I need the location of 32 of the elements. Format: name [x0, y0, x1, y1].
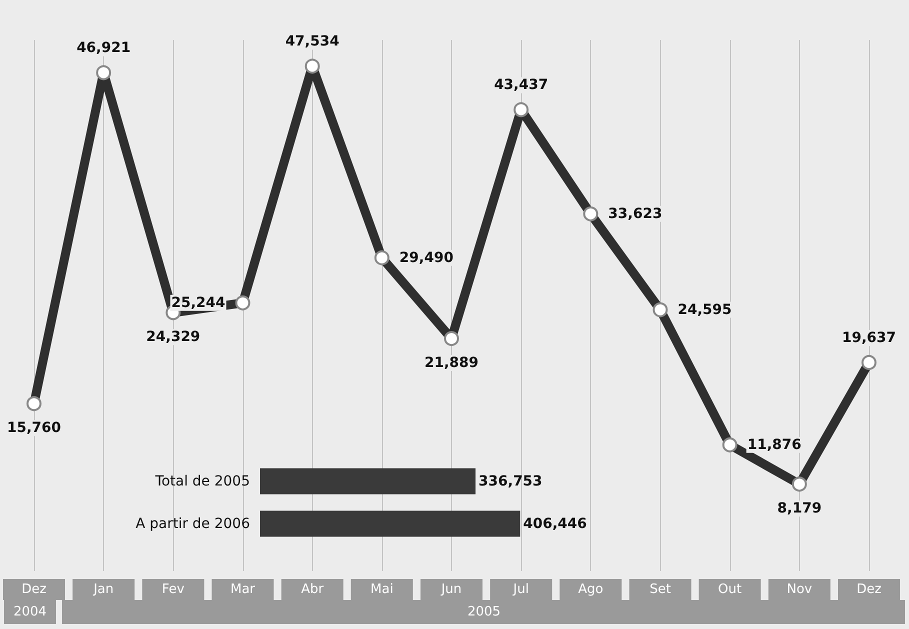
data-label: 336,753: [478, 473, 542, 490]
data-label: 21,889: [424, 355, 479, 372]
data-label: 24,329: [146, 329, 200, 346]
data-label: 15,760: [6, 420, 62, 436]
data-label: 47,534: [285, 34, 340, 50]
y-tick-label: A partir de 2006: [136, 516, 250, 532]
data-label: 11,876: [747, 436, 802, 453]
data-label: 33,623: [608, 206, 662, 222]
x-tick-label: Fev: [162, 582, 185, 597]
x-tick-label: Dez: [22, 582, 47, 597]
x-tick-label: Mar: [230, 582, 256, 597]
x-tick-label: Out: [718, 582, 742, 597]
x-tick-label: Ago: [578, 582, 604, 597]
text: 2004: [13, 604, 47, 620]
data-label: 19,637: [842, 330, 896, 346]
x-tick-label: Dez: [856, 582, 882, 597]
x-tick-label: Jun: [440, 582, 462, 597]
data-label: 29,490: [399, 250, 454, 266]
x-tick-label: Nov: [786, 582, 812, 597]
y-tick-label: Total de 2005: [154, 473, 250, 490]
data-label: 24,595: [678, 302, 732, 318]
x-tick-label: Jul: [512, 582, 529, 597]
data-label: 25,244: [171, 294, 226, 311]
x-tick-label: Abr: [301, 582, 324, 597]
x-tick-label: Mai: [370, 582, 394, 597]
x-tick-label: Set: [650, 582, 671, 597]
data-label: 46,921: [76, 40, 131, 56]
data-label: 406,446: [523, 516, 587, 532]
data-label: 8,179: [777, 500, 822, 517]
x-tick-label: Jan: [92, 582, 114, 597]
data-label: 43,437: [494, 77, 548, 94]
text: 2005: [467, 604, 501, 620]
